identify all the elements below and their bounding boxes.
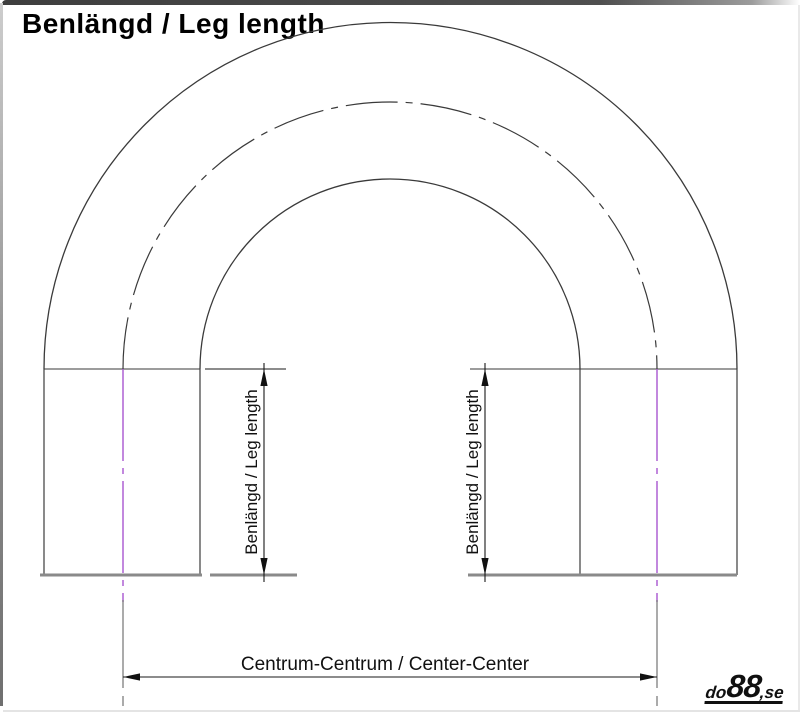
arrow-down-icon (481, 558, 489, 575)
bend-centerline-arc (122, 101, 658, 370)
arrow-up-icon (260, 369, 268, 386)
arrow-down-icon (260, 558, 268, 575)
frame-border-right (798, 5, 800, 712)
right-leg (468, 368, 738, 602)
left-leg-dimension-label: Benlängd / Leg length (242, 389, 261, 554)
right-leg-dimension: Benlängd / Leg length (463, 363, 489, 582)
page-title: Benlängd / Leg length (22, 8, 325, 39)
left-leg-dimension: Benlängd / Leg length (205, 363, 297, 582)
logo-number: 88 (725, 668, 763, 705)
arrow-left-icon (123, 673, 140, 681)
bend-outer-arc (43, 21, 738, 370)
left-leg (40, 368, 202, 602)
logo-suffix: ,se (758, 683, 785, 703)
frame-border-top (2, 0, 800, 5)
bend-inner-arc (199, 178, 581, 370)
frame-border-left (0, 3, 3, 706)
frame-border-bottom (3, 710, 800, 712)
logo-prefix: do (704, 683, 728, 703)
center-center-label: Centrum-Centrum / Center-Center (241, 654, 530, 675)
arrow-up-icon (481, 369, 489, 386)
arrow-right-icon (640, 673, 657, 681)
right-leg-dimension-label: Benlängd / Leg length (463, 389, 482, 554)
do88-logo: do 88 ,se (704, 668, 786, 705)
center-center-dimension: Centrum-Centrum / Center-Center (122, 600, 658, 706)
